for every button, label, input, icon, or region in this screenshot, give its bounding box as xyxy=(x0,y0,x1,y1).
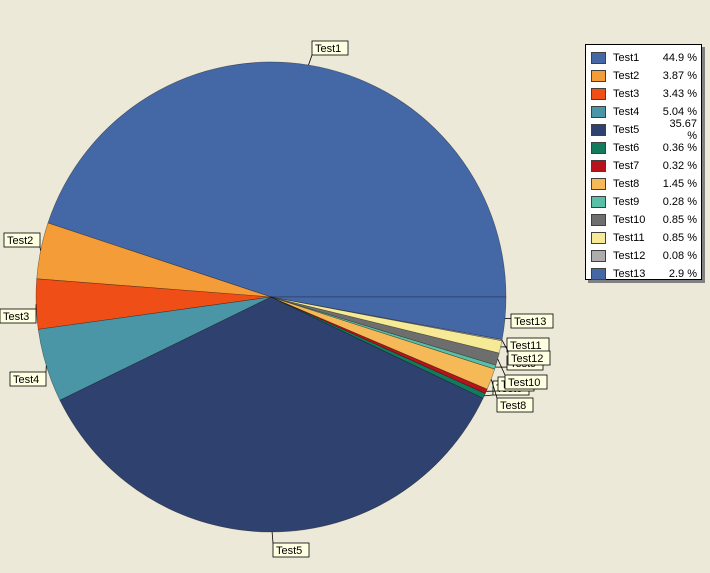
legend-label: Test13 xyxy=(613,268,646,280)
legend-label: Test12 xyxy=(613,250,646,262)
legend-item-test8: Test8 1.45 % xyxy=(586,175,701,193)
leader-line-test12 xyxy=(501,340,509,352)
slice-label-test2: Test2 xyxy=(7,235,33,247)
legend-item-test2: Test2 3.87 % xyxy=(586,67,701,85)
legend-swatch xyxy=(591,178,606,190)
legend-item-test5: Test5 35.67 % xyxy=(586,118,701,142)
legend-swatch xyxy=(591,232,606,244)
leader-line-test1 xyxy=(308,54,313,66)
pie-slice-test3 xyxy=(35,278,272,330)
label-box-test5 xyxy=(272,542,310,558)
pie-slice-test2 xyxy=(36,222,272,298)
slice-label-test4: Test4 xyxy=(13,374,39,386)
legend-label: Test2 xyxy=(613,70,640,82)
legend-swatch xyxy=(591,124,606,136)
legend-value: 0.85 % xyxy=(662,232,697,244)
legend-item-test12: Test12 0.08 % xyxy=(586,247,701,265)
legend-item-test9: Test9 0.28 % xyxy=(586,193,701,211)
label-box-test8 xyxy=(496,397,534,413)
label-box-test10 xyxy=(504,374,548,390)
pie-slices xyxy=(35,61,507,533)
legend-label: Test5 xyxy=(613,124,640,136)
pie-slice-test1 xyxy=(47,61,507,298)
legend-label: Test6 xyxy=(613,142,640,154)
legend-item-test6: Test6 0.36 % xyxy=(586,139,701,157)
legend-swatch xyxy=(591,52,606,64)
legend-swatch xyxy=(591,88,606,100)
legend-label: Test4 xyxy=(613,106,640,118)
label-box-test2 xyxy=(3,232,41,248)
pie-slice-test10 xyxy=(270,296,500,366)
leader-line-test5 xyxy=(271,531,274,544)
legend-value: 35.67 % xyxy=(669,118,697,142)
legend-value: 0.36 % xyxy=(662,142,697,154)
legend-label: Test1 xyxy=(613,52,640,64)
label-box-test3 xyxy=(0,308,37,324)
leader-line-test6 xyxy=(484,394,494,397)
slice-label-test1: Test1 xyxy=(315,43,341,55)
legend-label: Test11 xyxy=(613,232,645,244)
legend-item-test7: Test7 0.32 % xyxy=(586,157,701,175)
legend-item-test10: Test10 0.85 % xyxy=(586,211,701,229)
legend-value: 0.32 % xyxy=(662,160,697,172)
legend-value: 3.87 % xyxy=(662,70,697,82)
legend-swatch xyxy=(591,250,606,262)
slice-label-test3: Test3 xyxy=(3,311,29,323)
legend-swatch xyxy=(591,214,606,226)
legend-value: 2.9 % xyxy=(668,268,697,280)
legend-swatch xyxy=(591,70,606,82)
legend-item-test13: Test13 2.9 % xyxy=(586,265,701,283)
legend-label: Test8 xyxy=(613,178,640,190)
legend-swatch xyxy=(591,268,606,280)
legend-swatch xyxy=(591,106,606,118)
legend-item-test1: Test1 44.9 % xyxy=(586,49,701,67)
slice-label-test13: Test13 xyxy=(514,316,546,328)
label-box-test13 xyxy=(510,313,554,329)
legend-item-test4: Test4 5.04 % xyxy=(586,103,701,121)
legend-label: Test9 xyxy=(613,196,640,208)
slice-label-test10: Test10 xyxy=(508,377,540,389)
slice-label-test8: Test8 xyxy=(500,400,526,412)
slice-label-test11: Test11 xyxy=(510,340,542,352)
leader-line-test2 xyxy=(39,246,41,251)
legend-value: 0.85 % xyxy=(662,214,697,226)
legend-label: Test7 xyxy=(613,160,640,172)
legend-label: Test3 xyxy=(613,88,640,100)
leader-line-test10 xyxy=(497,358,506,376)
slice-label-test12: Test12 xyxy=(511,353,543,365)
leader-line-test8 xyxy=(490,379,498,399)
pie-slice-test7 xyxy=(270,296,488,394)
label-box-test12 xyxy=(507,350,551,366)
legend-item-test3: Test3 3.43 % xyxy=(586,85,701,103)
legend-value: 0.28 % xyxy=(662,196,697,208)
legend-label: Test10 xyxy=(613,214,646,226)
label-box-test1 xyxy=(311,40,349,56)
legend-value: 1.45 % xyxy=(662,178,697,190)
pie-slice-test4 xyxy=(37,296,272,401)
slice-labels: Test1Test2Test3Test4Test5Test6Test7Test8… xyxy=(0,40,554,558)
legend-swatch xyxy=(591,160,606,172)
legend-value: 0.08 % xyxy=(662,250,697,262)
legend-value: 3.43 % xyxy=(662,88,697,100)
legend-value: 5.04 % xyxy=(662,106,697,118)
legend-swatch xyxy=(591,196,606,208)
legend-item-test11: Test11 0.85 % xyxy=(586,229,701,247)
pie-slice-test8 xyxy=(270,296,496,390)
slice-label-test5: Test5 xyxy=(276,545,302,557)
label-box-test4 xyxy=(9,371,47,387)
legend-swatch xyxy=(591,142,606,154)
chart-legend: Test1 44.9 % Test2 3.87 % Test3 3.43 % Test4 5.… xyxy=(585,44,702,280)
legend-value: 44.9 % xyxy=(662,52,697,64)
